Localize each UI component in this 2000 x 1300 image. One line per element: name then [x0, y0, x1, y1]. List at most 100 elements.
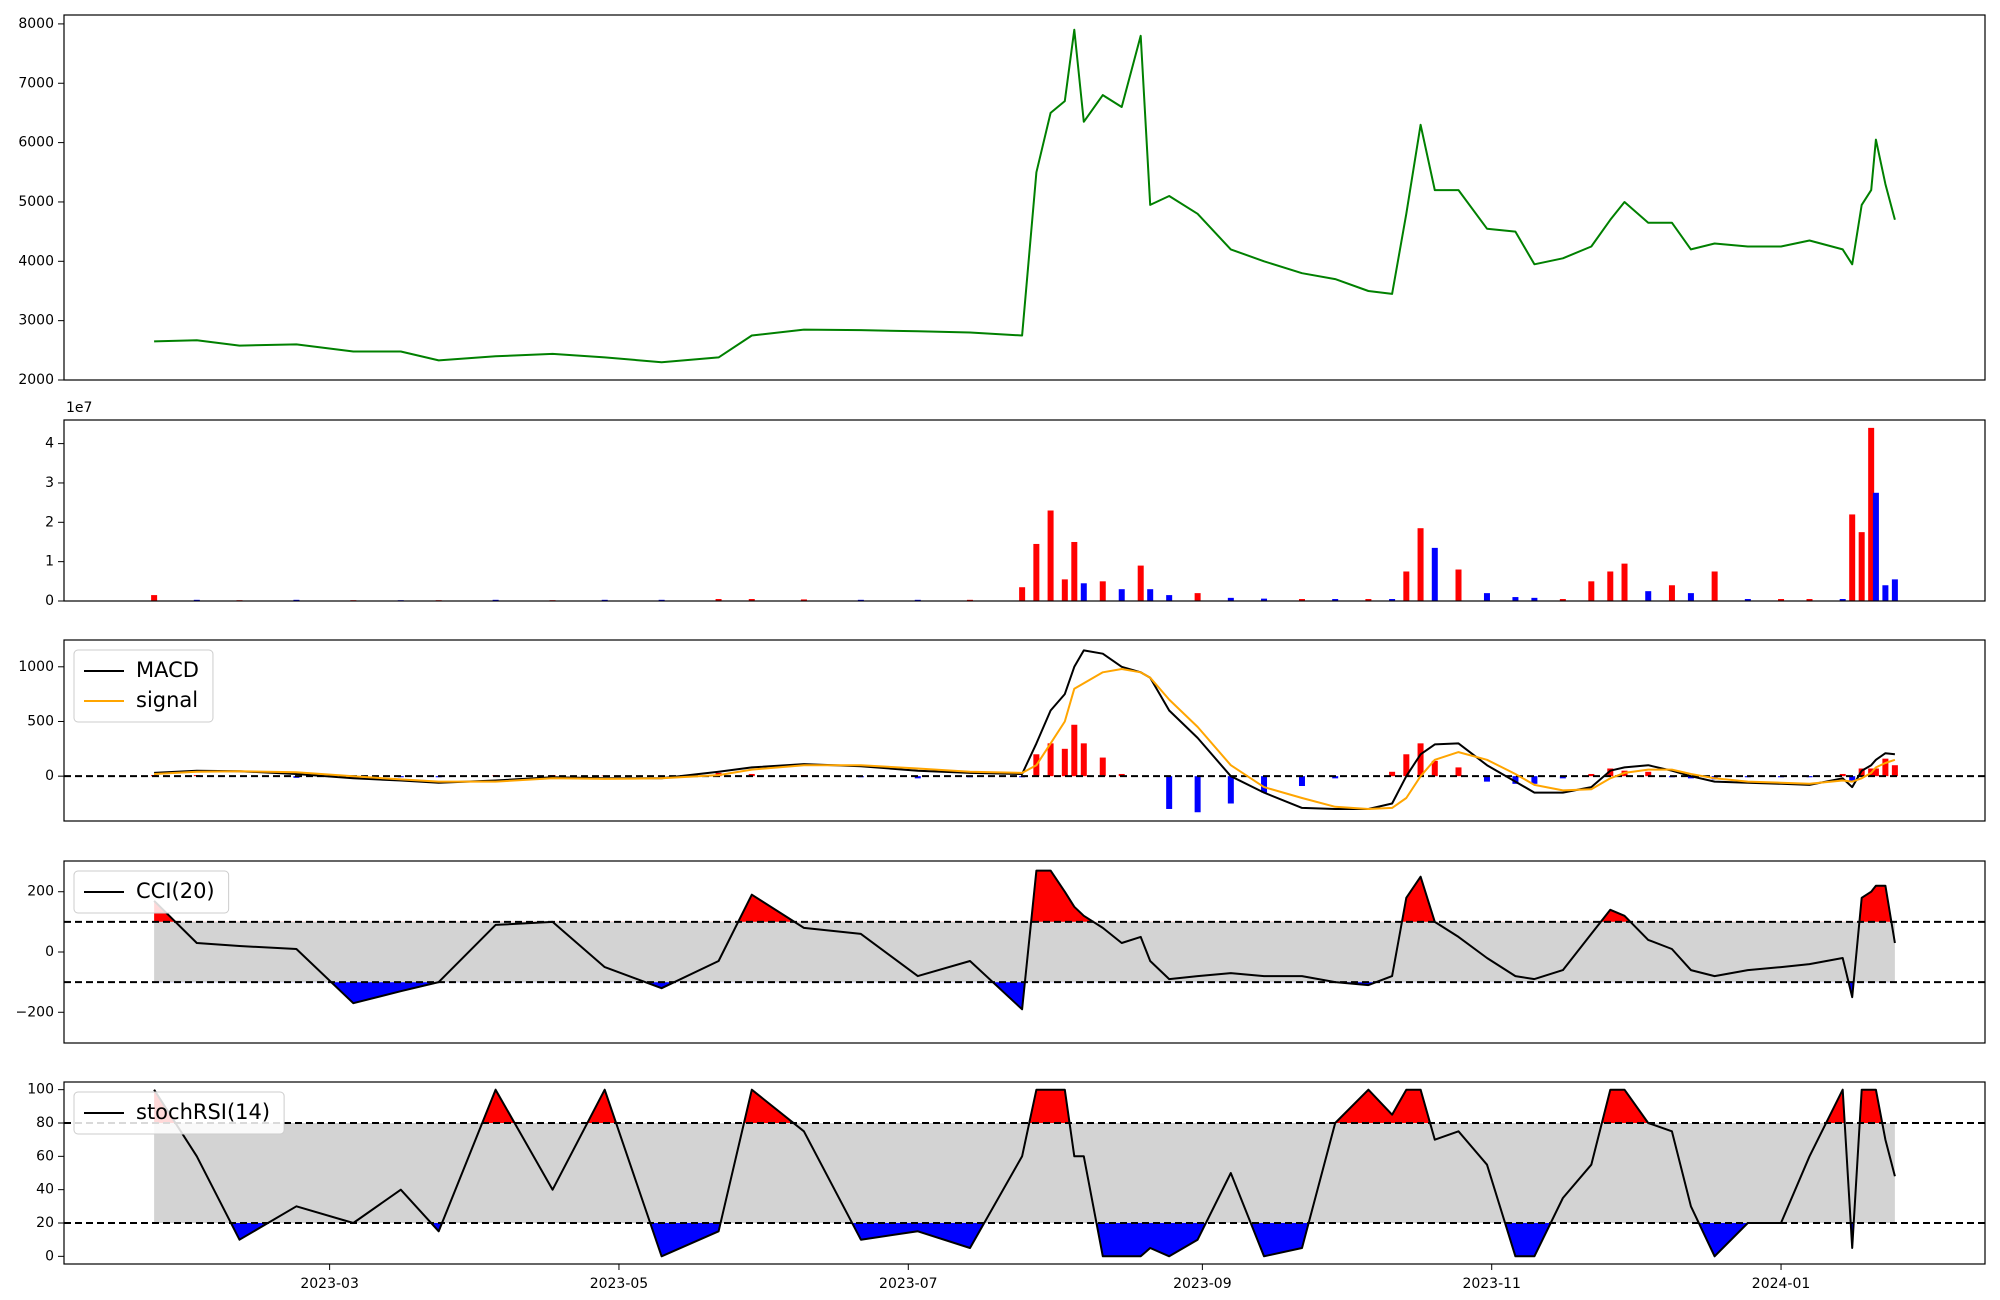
legend-box — [73, 649, 214, 723]
y-tick-label: 2 — [45, 514, 54, 530]
histogram-bar — [1512, 776, 1519, 784]
histogram-bar — [350, 776, 357, 779]
axes-frame — [63, 860, 1986, 1044]
volume-bar — [1365, 599, 1372, 601]
volume-bar — [1118, 589, 1125, 601]
volume-bar — [1483, 593, 1490, 601]
y-tick-label: 6000 — [18, 135, 54, 151]
legend-label: signal — [136, 688, 198, 712]
histogram-bar — [1227, 776, 1234, 804]
volume-bar — [1588, 581, 1595, 601]
histogram-bar — [1389, 771, 1396, 777]
band-fill — [154, 1123, 1895, 1223]
volume-bar — [1166, 595, 1173, 601]
histogram-bar — [1645, 771, 1652, 777]
y-tick-label: 0 — [45, 944, 54, 960]
volume-bar — [1298, 599, 1305, 601]
volume-bar — [1431, 547, 1438, 601]
y-tick-label: −200 — [16, 1004, 54, 1020]
y-tick-label: 0 — [45, 1248, 54, 1264]
y-tick-label: 1000 — [18, 659, 54, 675]
volume-bar — [1872, 492, 1879, 601]
y-tick-label: 8000 — [18, 16, 54, 32]
histogram-bar — [1588, 773, 1595, 777]
y-tick-label: 100 — [27, 1082, 54, 1098]
volume-bar — [1668, 585, 1675, 601]
volume-bar — [1531, 597, 1538, 601]
plot-area — [64, 869, 1985, 1011]
histogram-bar — [1455, 767, 1462, 777]
y-tick-label: 7000 — [18, 75, 54, 91]
legend-label: stochRSI(14) — [136, 1100, 270, 1124]
volume-bar — [1868, 427, 1875, 601]
plot-area — [64, 1088, 1985, 1258]
volume-bar — [1332, 599, 1339, 601]
volume-bar — [1559, 599, 1566, 601]
histogram-bar — [1166, 776, 1173, 809]
x-tick-label: 2023-07 — [879, 1276, 938, 1292]
y-tick-label: 3000 — [18, 313, 54, 329]
histogram-bar — [1891, 765, 1898, 777]
legend-box — [73, 870, 230, 914]
volume-bar — [1512, 597, 1519, 601]
histogram-bar — [1194, 776, 1201, 813]
y-tick-label: 5000 — [18, 194, 54, 210]
histogram-bar — [1261, 776, 1268, 793]
panel: −200 0 200 CCI(20) — [16, 860, 1986, 1044]
histogram-bar — [1806, 776, 1813, 778]
histogram-bar — [1403, 754, 1410, 777]
histogram-bar — [1099, 757, 1106, 777]
volume-bar — [1047, 510, 1054, 601]
histogram-bar — [914, 776, 921, 779]
series-line — [154, 28, 1896, 364]
y-tick-label: 60 — [36, 1148, 54, 1164]
volume-bar — [1882, 585, 1889, 601]
band-fill — [154, 921, 1895, 983]
series-line — [153, 869, 1896, 1011]
volume-bar — [1806, 599, 1813, 601]
histogram-bar — [1849, 776, 1856, 782]
histogram-bar — [748, 773, 755, 777]
plot-area — [64, 649, 1985, 813]
volume-bar — [1080, 583, 1087, 601]
volume-bar — [1403, 571, 1410, 601]
y-tick-label: 20 — [36, 1215, 54, 1231]
histogram-bar — [1417, 743, 1424, 777]
panel: 0 500 1000 MACD signal — [18, 639, 1986, 822]
axes-frame — [63, 14, 1986, 381]
volume-bar — [1711, 571, 1718, 601]
histogram-bar — [1061, 748, 1068, 777]
volume-bar — [1261, 598, 1268, 601]
y-tick-label: 1 — [45, 554, 54, 570]
histogram-bar — [1047, 743, 1054, 777]
volume-bar — [1891, 579, 1898, 601]
panel: 0 1 2 3 4 1e7 — [45, 400, 1986, 609]
histogram-bar — [1687, 776, 1694, 779]
volume-bar — [1061, 579, 1068, 601]
volume-bar — [1417, 528, 1424, 601]
series-line — [153, 1088, 1896, 1258]
x-tick-label: 2023-03 — [300, 1276, 359, 1292]
volume-bar — [1455, 569, 1462, 601]
y-tick-label: 3 — [45, 475, 54, 491]
volume-bar — [1147, 589, 1154, 601]
y-tick-label: 200 — [27, 884, 54, 900]
histogram-bar — [1872, 768, 1879, 777]
volume-bar — [1607, 571, 1614, 601]
histogram-bar — [1559, 776, 1566, 779]
histogram-bar — [1882, 758, 1889, 777]
volume-bar — [1645, 591, 1652, 601]
histogram-bar — [1080, 743, 1087, 777]
volume-bar — [1137, 565, 1144, 601]
x-tick-label: 2024-01 — [1752, 1276, 1811, 1292]
histogram-bar — [1839, 773, 1846, 777]
volume-bar — [1389, 599, 1396, 601]
volume-bar — [1621, 563, 1628, 601]
histogram-bar — [1298, 776, 1305, 787]
volume-bar — [151, 595, 158, 601]
volume-bar — [1687, 593, 1694, 601]
y-tick-label: 500 — [27, 713, 54, 729]
volume-bar — [748, 599, 755, 601]
